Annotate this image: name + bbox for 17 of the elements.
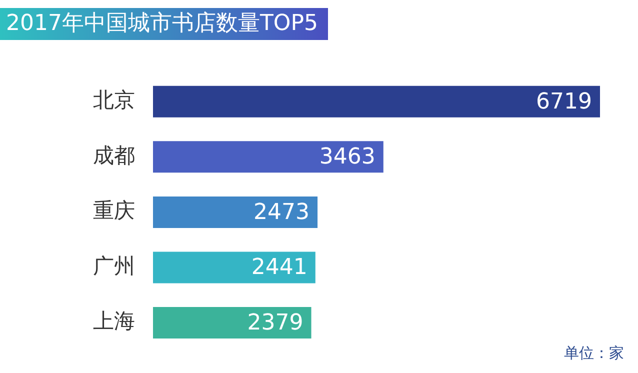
chart-title: 2017年中国城市书店数量TOP5 bbox=[0, 8, 328, 40]
data-label: 2441 bbox=[251, 255, 308, 280]
data-label: 2379 bbox=[247, 310, 304, 336]
bar bbox=[153, 86, 600, 118]
y-tick-label: 北京 bbox=[93, 88, 135, 112]
data-label: 2473 bbox=[254, 200, 310, 225]
annotation: 单位：家 bbox=[564, 344, 624, 363]
data-label: 6719 bbox=[536, 89, 592, 114]
bar bbox=[153, 141, 384, 173]
bar bbox=[153, 307, 312, 339]
data-label: 3463 bbox=[319, 144, 376, 170]
y-tick-label: 成都 bbox=[93, 143, 135, 168]
y-tick-label: 广州 bbox=[93, 254, 135, 278]
y-tick-label: 重庆 bbox=[93, 198, 135, 223]
bar bbox=[153, 252, 316, 284]
y-tick-label: 上海 bbox=[93, 309, 135, 334]
bar bbox=[153, 196, 318, 228]
